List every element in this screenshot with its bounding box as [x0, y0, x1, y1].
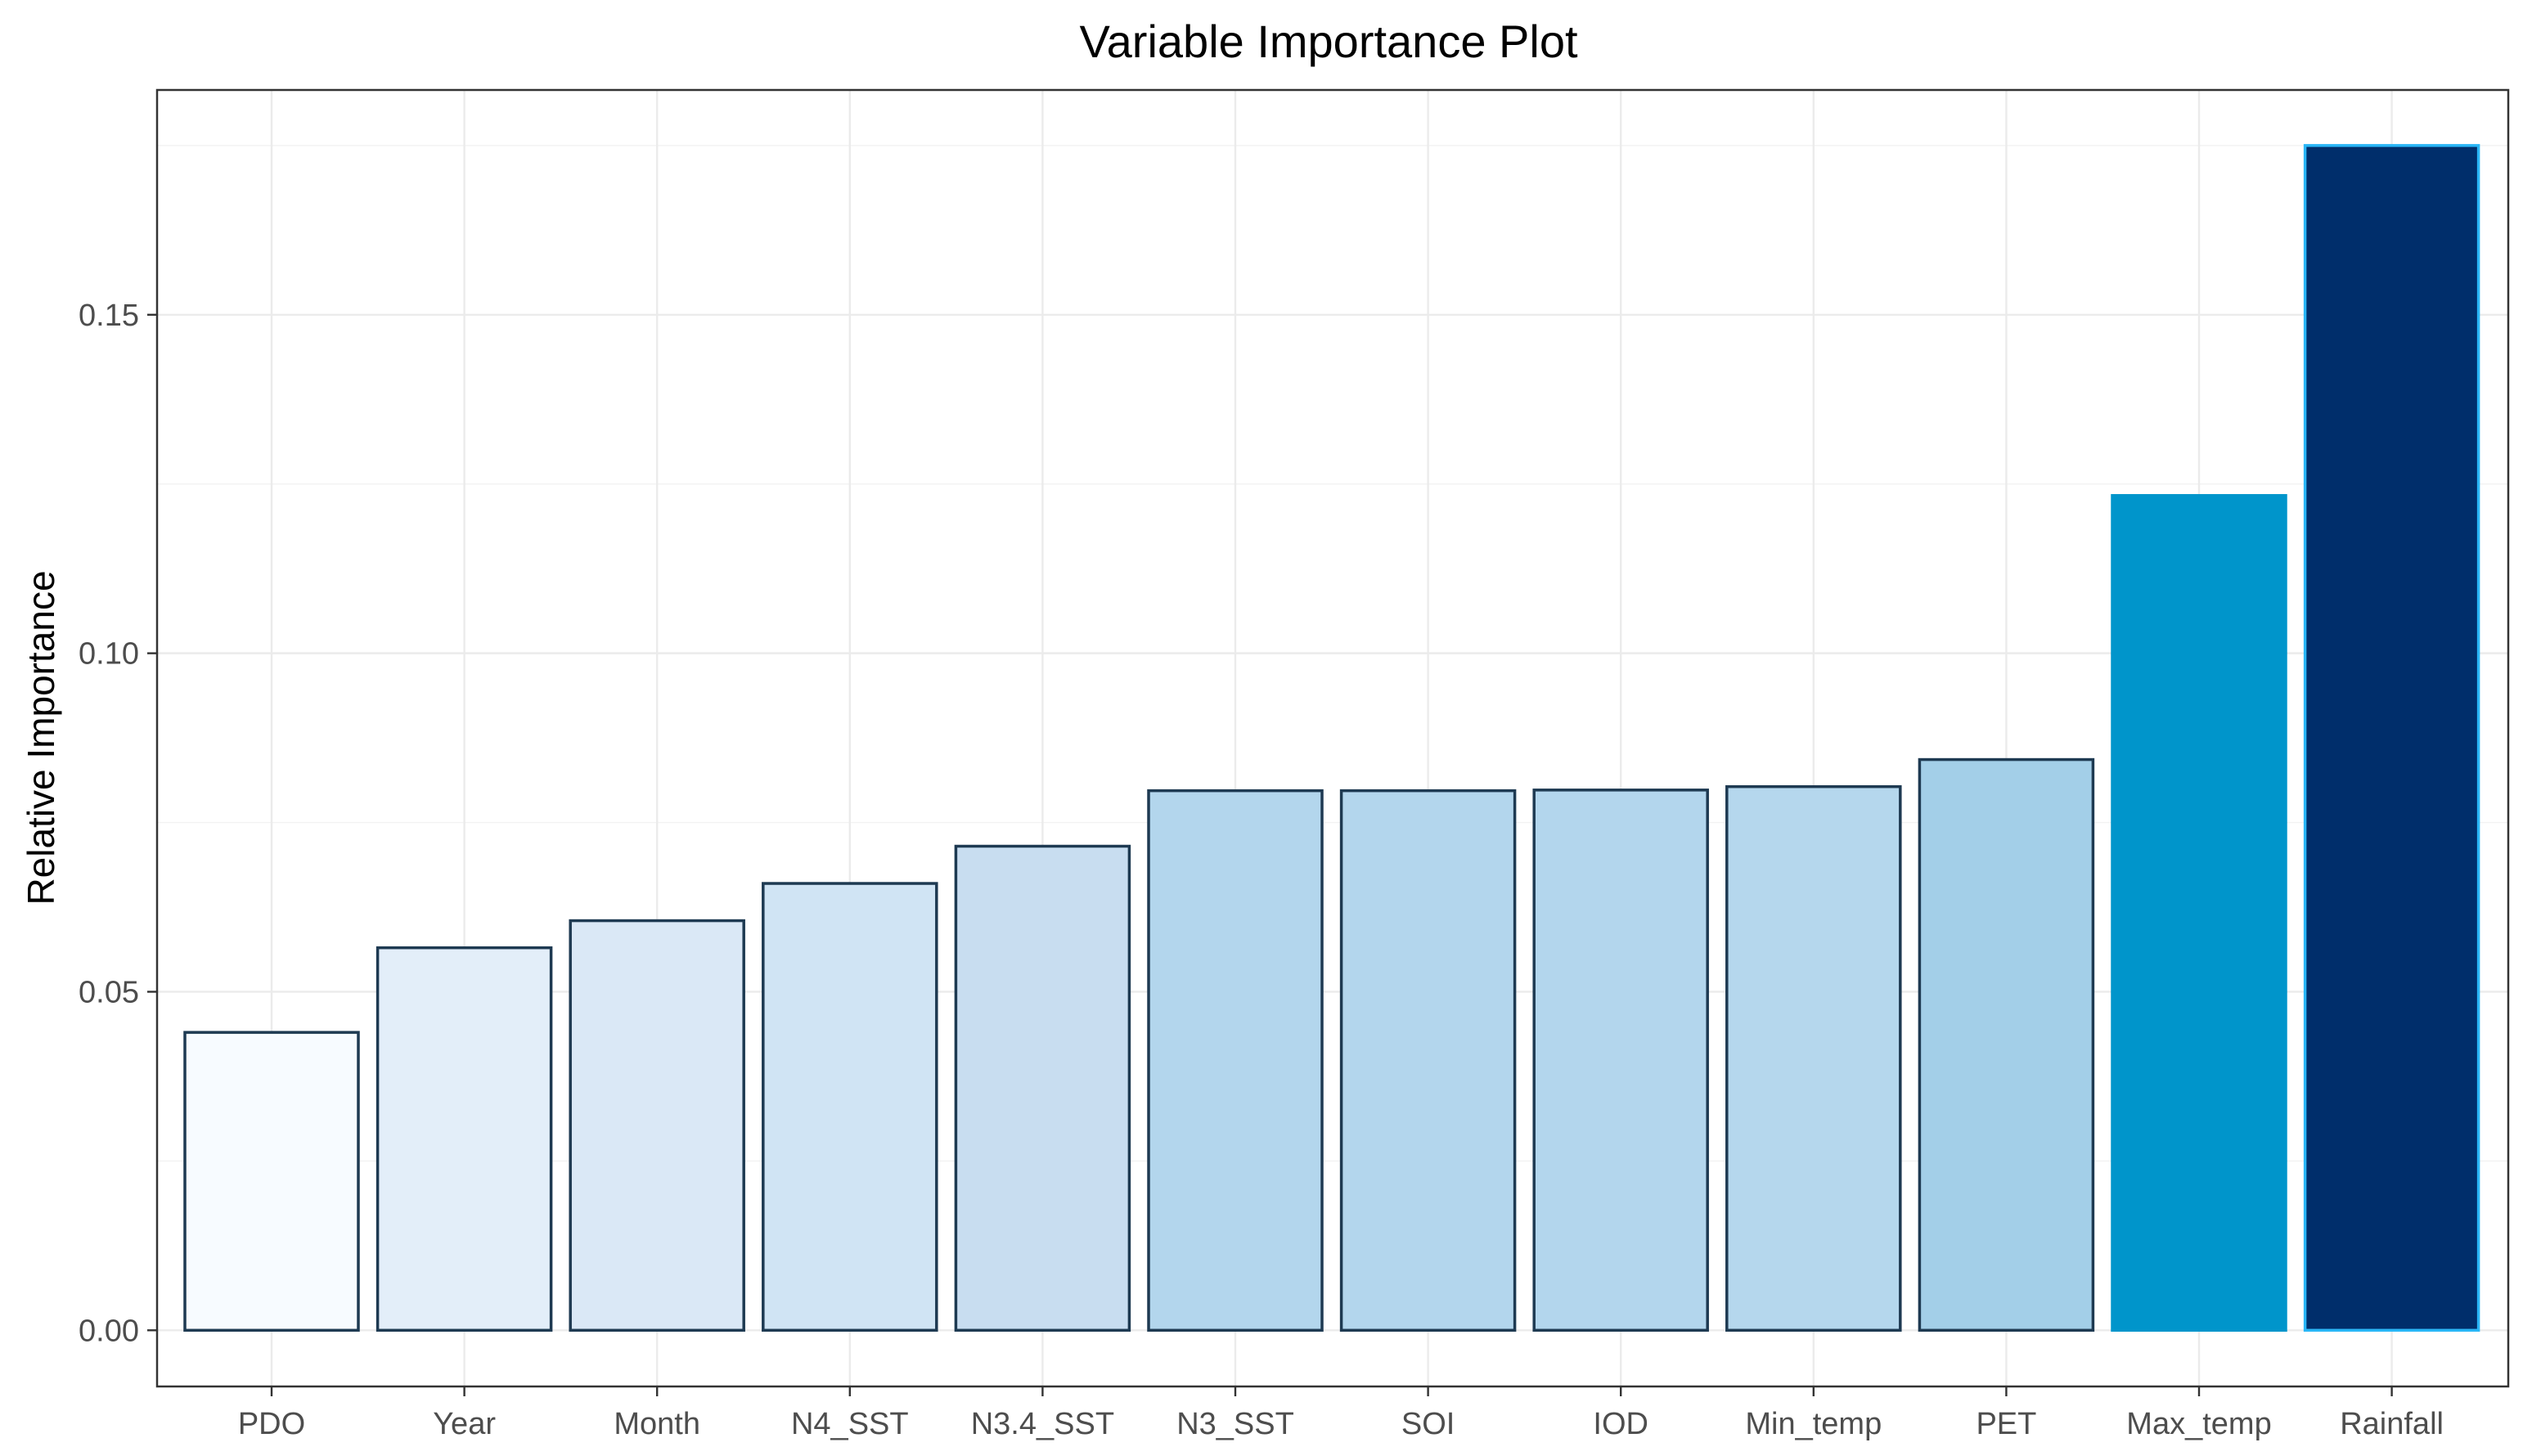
x-tick-label: Rainfall	[2340, 1407, 2444, 1441]
bars-group	[183, 144, 2480, 1332]
bar-n4-sst	[762, 882, 938, 1332]
x-tick-label: PDO	[238, 1407, 305, 1441]
x-tick-label: Year	[433, 1407, 496, 1441]
bar-soi	[1339, 789, 1517, 1332]
x-tick-label: N3.4_SST	[971, 1407, 1114, 1441]
y-tick-label: 0.15	[79, 299, 139, 333]
x-tick-label: PET	[1976, 1407, 2036, 1441]
y-axis-ticks: 0.00 0.05 0.10 0.15	[79, 299, 157, 1348]
bar-n3-sst	[1147, 789, 1324, 1332]
bar-iod	[1532, 789, 1709, 1332]
bar-pet	[1918, 757, 2095, 1332]
bar-year	[376, 946, 553, 1332]
bar-n3-4-sst	[954, 844, 1131, 1332]
chart-title: Variable Importance Plot	[1079, 16, 1577, 67]
x-tick-label: IOD	[1593, 1407, 1648, 1441]
bar-pdo	[183, 1031, 360, 1332]
bar-month	[569, 919, 745, 1332]
x-tick-label: SOI	[1401, 1407, 1455, 1441]
y-tick-label: 0.00	[79, 1314, 139, 1348]
bar-min-temp	[1725, 784, 1902, 1332]
y-axis-title: Relative Importance	[20, 570, 62, 905]
bar-max-temp	[2111, 494, 2287, 1332]
x-axis-ticks: PDO Year Month N4_SST N3.4_SST N3_SST SOI IOD Mi…	[238, 1386, 2444, 1441]
x-tick-label: Month	[614, 1407, 700, 1441]
x-tick-label: Max_temp	[2126, 1407, 2271, 1441]
bar-rainfall	[2303, 144, 2480, 1332]
x-tick-label: Min_temp	[1745, 1407, 1882, 1441]
x-tick-label: N3_SST	[1176, 1407, 1294, 1441]
y-tick-label: 0.05	[79, 975, 139, 1009]
x-tick-label: N4_SST	[791, 1407, 909, 1441]
plot-panel-border	[155, 88, 2510, 1388]
y-tick-label: 0.10	[79, 637, 139, 672]
